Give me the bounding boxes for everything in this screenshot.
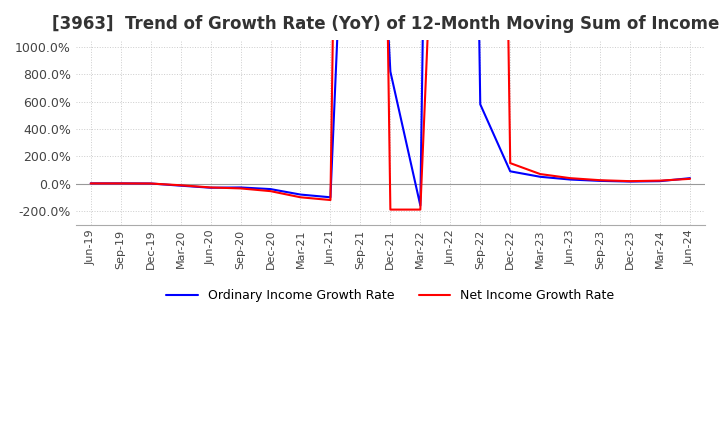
Ordinary Income Growth Rate <box>626 179 634 184</box>
Net Income Growth Rate <box>117 181 125 186</box>
Title: [3963]  Trend of Growth Rate (YoY) of 12-Month Moving Sum of Incomes: [3963] Trend of Growth Rate (YoY) of 12-… <box>52 15 720 33</box>
Ordinary Income Growth Rate <box>326 194 335 200</box>
Ordinary Income Growth Rate <box>146 181 155 186</box>
Line: Ordinary Income Growth Rate: Ordinary Income Growth Rate <box>91 0 690 205</box>
Net Income Growth Rate <box>296 194 305 200</box>
Net Income Growth Rate <box>506 161 515 166</box>
Ordinary Income Growth Rate <box>236 185 245 190</box>
Net Income Growth Rate <box>656 178 665 183</box>
Ordinary Income Growth Rate <box>566 177 575 182</box>
Net Income Growth Rate <box>236 186 245 191</box>
Ordinary Income Growth Rate <box>506 169 515 174</box>
Net Income Growth Rate <box>566 176 575 181</box>
Ordinary Income Growth Rate <box>536 174 544 180</box>
Ordinary Income Growth Rate <box>656 179 665 184</box>
Ordinary Income Growth Rate <box>416 203 425 208</box>
Ordinary Income Growth Rate <box>86 181 95 186</box>
Legend: Ordinary Income Growth Rate, Net Income Growth Rate: Ordinary Income Growth Rate, Net Income … <box>161 284 619 307</box>
Line: Net Income Growth Rate: Net Income Growth Rate <box>91 0 690 209</box>
Ordinary Income Growth Rate <box>206 185 215 191</box>
Ordinary Income Growth Rate <box>476 102 485 107</box>
Ordinary Income Growth Rate <box>296 192 305 197</box>
Net Income Growth Rate <box>86 181 95 186</box>
Net Income Growth Rate <box>416 207 425 212</box>
Net Income Growth Rate <box>326 198 335 203</box>
Net Income Growth Rate <box>685 176 694 181</box>
Ordinary Income Growth Rate <box>596 178 605 183</box>
Net Income Growth Rate <box>626 179 634 184</box>
Net Income Growth Rate <box>206 185 215 190</box>
Ordinary Income Growth Rate <box>266 187 275 192</box>
Net Income Growth Rate <box>386 207 395 212</box>
Net Income Growth Rate <box>266 188 275 194</box>
Ordinary Income Growth Rate <box>176 183 185 188</box>
Net Income Growth Rate <box>596 178 605 183</box>
Ordinary Income Growth Rate <box>117 181 125 186</box>
Net Income Growth Rate <box>146 181 155 186</box>
Ordinary Income Growth Rate <box>685 176 694 181</box>
Net Income Growth Rate <box>536 172 544 177</box>
Net Income Growth Rate <box>176 183 185 188</box>
Ordinary Income Growth Rate <box>386 69 395 74</box>
